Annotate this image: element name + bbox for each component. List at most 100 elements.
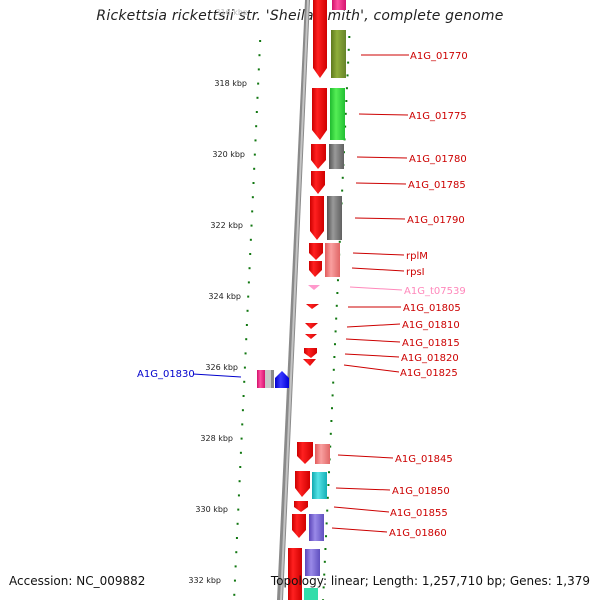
- minor-tick: [255, 111, 258, 113]
- map-title: Rickettsia rickettsii str. 'Sheila Smith…: [96, 8, 504, 24]
- minor-tick: [243, 380, 246, 383]
- gene-label[interactable]: A1G_01785: [408, 180, 466, 191]
- track-dot: [326, 509, 329, 512]
- track-dot: [344, 112, 347, 115]
- gene-label[interactable]: A1G_01825: [400, 368, 458, 379]
- gene-arrow[interactable]: [297, 442, 313, 464]
- minor-tick: [254, 139, 257, 142]
- track-dot: [323, 573, 326, 576]
- track-dot: [348, 36, 351, 38]
- track-dot: [332, 368, 335, 371]
- gene-arrow-up[interactable]: [275, 371, 289, 388]
- minor-tick: [237, 508, 240, 511]
- cog-box[interactable]: [309, 514, 324, 541]
- cog-box[interactable]: [305, 549, 320, 576]
- accession-text: Accession: NC_009882: [9, 574, 146, 588]
- chromosome-backbone-highlight: [280, 0, 309, 600]
- scale-label: 330 kbp: [195, 505, 228, 514]
- minor-tick: [257, 82, 260, 85]
- minor-tick: [235, 551, 238, 554]
- gene-arrow[interactable]: [294, 501, 308, 512]
- gene-arrow[interactable]: [312, 88, 327, 140]
- gene-label[interactable]: A1G_01820: [401, 353, 459, 364]
- cog-box[interactable]: [332, 0, 346, 10]
- minor-tick: [245, 338, 248, 341]
- scale-label-316-partial: 316 kbp: [215, 8, 248, 17]
- minor-tick: [239, 451, 242, 454]
- track-dot: [325, 535, 328, 538]
- track-dot: [325, 522, 328, 525]
- gene-label[interactable]: rpsI: [406, 267, 425, 278]
- gene-arrow[interactable]: [305, 334, 317, 339]
- track-dot: [347, 48, 350, 51]
- cog-box[interactable]: [312, 472, 327, 499]
- scale-label: 324 kbp: [208, 292, 241, 301]
- track-dot: [327, 484, 330, 486]
- track-dot: [331, 394, 334, 397]
- gene-label[interactable]: A1G_01770: [410, 51, 468, 62]
- gene-label[interactable]: A1G_01830: [137, 369, 195, 380]
- gene-label[interactable]: A1G_01805: [403, 303, 461, 314]
- gene-arrow[interactable]: [311, 171, 325, 194]
- track-dot: [345, 87, 348, 90]
- cog-box[interactable]: [257, 370, 265, 388]
- cog-box[interactable]: [330, 88, 345, 140]
- track-dot: [334, 330, 337, 333]
- cog-box[interactable]: [271, 370, 274, 388]
- cog-box[interactable]: [304, 588, 318, 600]
- gene-arrow[interactable]: [310, 196, 324, 240]
- scale-label: 332 kbp: [188, 576, 221, 585]
- track-dot: [333, 356, 336, 358]
- gene-arrow[interactable]: [306, 304, 319, 309]
- gene-arrow[interactable]: [309, 243, 323, 260]
- track-dot: [347, 61, 350, 64]
- gene-label[interactable]: A1G_01790: [407, 215, 465, 226]
- gene-label[interactable]: A1G_01850: [392, 486, 450, 497]
- track-dot: [338, 240, 341, 243]
- gene-label[interactable]: A1G_01855: [390, 508, 448, 519]
- gene-label[interactable]: A1G_01815: [402, 338, 460, 349]
- topology-text: Topology: linear; Length: 1,257,710 bp; …: [270, 574, 590, 588]
- track-dot: [330, 407, 333, 410]
- cog-box[interactable]: [331, 30, 346, 78]
- cog-box[interactable]: [327, 196, 342, 240]
- trna-arrow[interactable]: [308, 285, 320, 290]
- minor-tick: [239, 466, 242, 468]
- gene-arrow[interactable]: [288, 548, 302, 600]
- track-dot: [336, 279, 339, 282]
- gene-arrow[interactable]: [309, 261, 322, 277]
- minor-tick: [256, 96, 259, 99]
- minor-tick: [242, 395, 245, 397]
- gene-arrow[interactable]: [304, 348, 317, 358]
- minor-tick: [246, 309, 249, 312]
- gene-label[interactable]: A1G_01810: [402, 320, 460, 331]
- minor-tick: [245, 324, 248, 326]
- cog-box[interactable]: [329, 144, 344, 169]
- gene-arrow[interactable]: [305, 323, 318, 329]
- gene-label[interactable]: A1G_01775: [409, 111, 467, 122]
- gene-label[interactable]: A1G_01780: [409, 154, 467, 165]
- gene-label[interactable]: A1G_01845: [395, 454, 453, 465]
- gene-arrow[interactable]: [303, 359, 316, 366]
- gene-arrow[interactable]: [313, 0, 327, 78]
- left-gene-cluster: [257, 370, 289, 388]
- cog-box[interactable]: [265, 370, 271, 388]
- track-dot: [341, 176, 344, 179]
- scale-label: 318 kbp: [214, 79, 247, 88]
- minor-tick: [234, 565, 237, 568]
- minor-tick: [233, 593, 236, 596]
- track-dot: [335, 304, 338, 307]
- gene-arrow[interactable]: [292, 514, 306, 538]
- gene-label[interactable]: A1G_t07539: [404, 286, 466, 297]
- cog-box[interactable]: [325, 243, 340, 277]
- cog-box[interactable]: [315, 444, 330, 464]
- minor-tick: [247, 295, 250, 298]
- scale-label: 326 kbp: [205, 363, 238, 372]
- minor-tick: [251, 196, 254, 199]
- gene-label[interactable]: A1G_01860: [389, 528, 447, 539]
- gene-arrow[interactable]: [311, 144, 326, 169]
- gene-arrow[interactable]: [295, 471, 310, 497]
- minor-tick: [258, 54, 261, 57]
- gene-label[interactable]: rplM: [406, 251, 428, 262]
